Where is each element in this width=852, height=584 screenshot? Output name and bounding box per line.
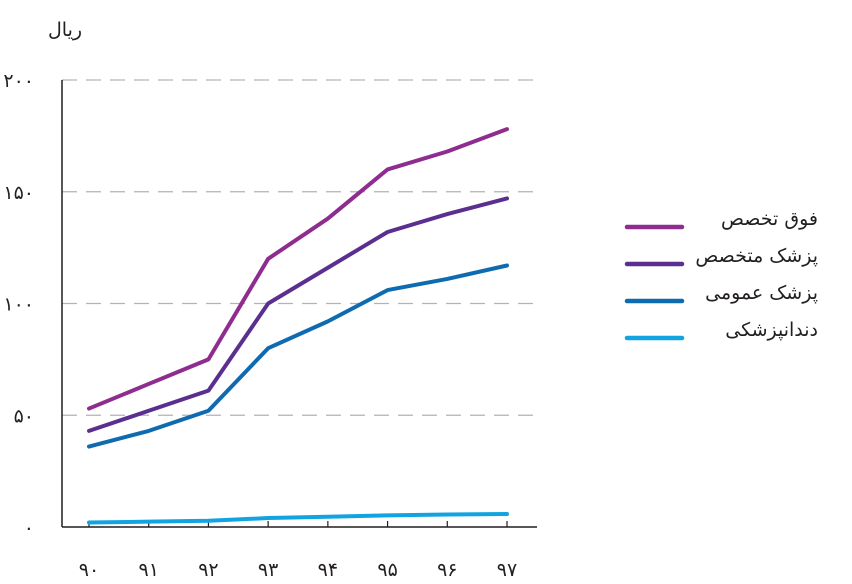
legend-item: پزشک متخصص [624,245,818,267]
x-tick-label: ۹۷ [497,559,517,581]
y-tick-label: ۰ [24,517,34,539]
legend-label: فوق تخصص [721,208,818,230]
y-axis-tick-labels: ۰ ۵۰ ۱۰۰ ۱۵۰ ۲۰۰ [3,70,34,539]
x-tick-label: ۹۵ [377,559,397,581]
legend-item: پزشک عمومی [624,282,818,304]
legend-item: فوق تخصص [624,208,818,230]
series-line [87,127,509,411]
series-line [87,196,509,433]
series-lines [87,127,509,525]
x-axis-tick-labels: ۹۰ ۹۱ ۹۲ ۹۳ ۹۴ ۹۵ ۹۶ ۹۷ [79,559,517,581]
x-tick-label: ۹۲ [198,559,218,581]
legend-label: دندانپزشکی [725,319,818,341]
x-tick-label: ۹۶ [437,559,457,581]
y-axis-unit-label: ریال [48,19,82,41]
legend: فوق تخصص پزشک متخصص پزشک عمومی دندانپزشکی [624,208,818,341]
x-tick-label: ۹۳ [258,559,278,581]
x-tick-label: ۹۰ [79,559,99,581]
y-tick-label: ۵۰ [14,405,34,427]
series-line [87,263,509,449]
series-line [87,512,509,525]
legend-label: پزشک عمومی [705,282,818,304]
y-tick-label: ۱۵۰ [3,182,34,204]
legend-item: دندانپزشکی [624,319,818,341]
y-tick-label: ۲۰۰ [3,70,34,92]
x-tick-label: ۹۴ [318,559,338,581]
x-tick-label: ۹۱ [139,559,159,581]
grid-lines [62,79,537,416]
y-tick-label: ۱۰۰ [3,294,34,316]
legend-label: پزشک متخصص [695,245,818,267]
